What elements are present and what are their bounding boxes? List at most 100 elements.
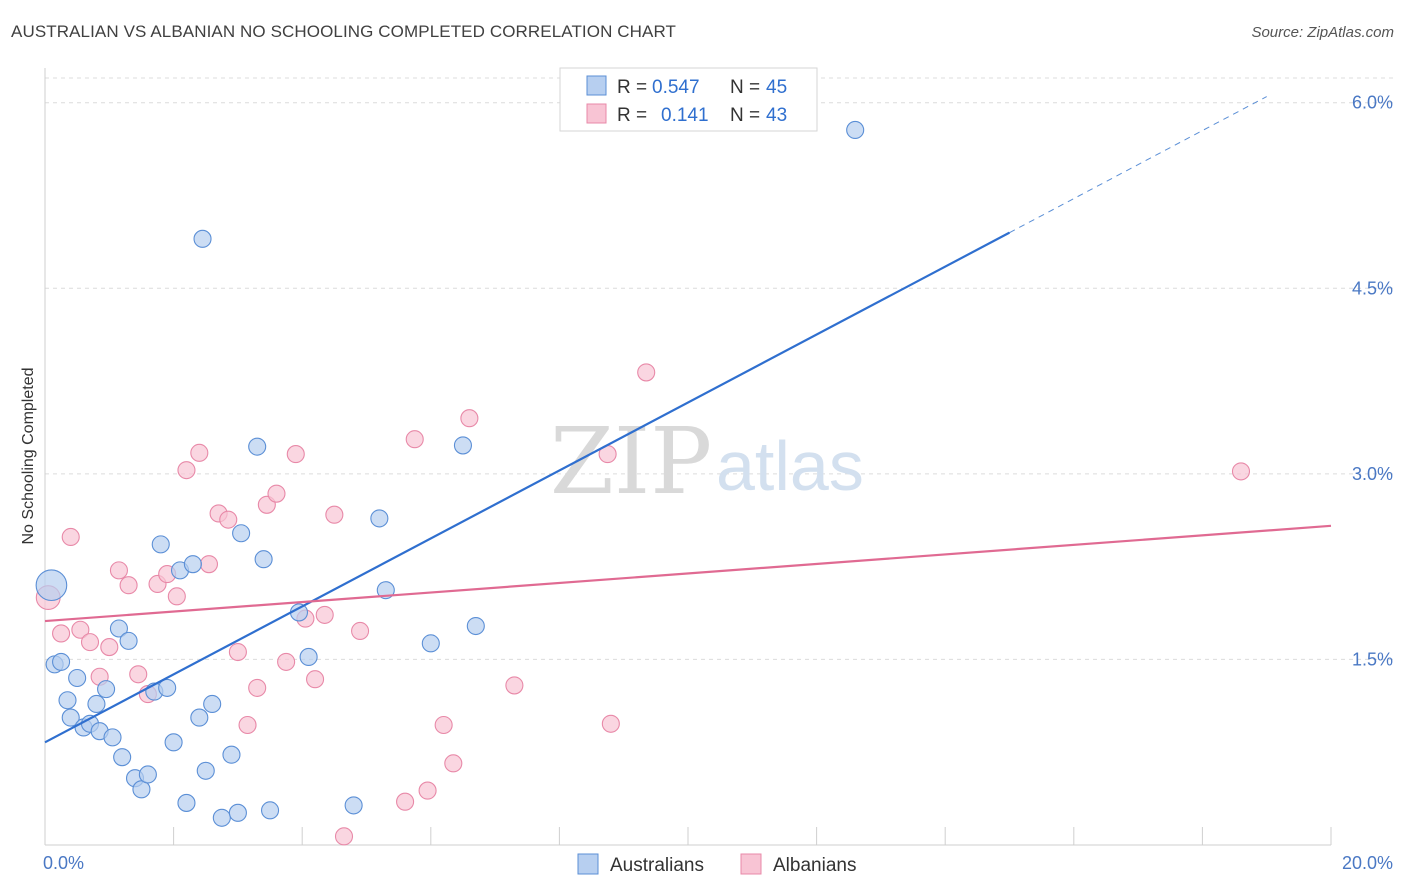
series-legend: Australians Albanians [577, 853, 856, 876]
australian-point [370, 509, 389, 528]
albanian-point [601, 714, 620, 733]
australian-point [344, 796, 363, 815]
albanian-point [286, 445, 305, 464]
y-tick-label: 6.0% [1352, 93, 1393, 113]
albanian-point [1231, 462, 1251, 481]
watermark-atlas: atlas [716, 427, 864, 505]
australian-point [97, 680, 116, 699]
australian-point [232, 524, 251, 543]
australian-point [151, 535, 170, 554]
albanian-point [396, 792, 415, 811]
source-label: Source: ZipAtlas.com [1251, 24, 1394, 41]
albanian-point [277, 652, 296, 671]
albanian-point [315, 605, 334, 624]
legend-swatch-albanians [740, 853, 762, 875]
legend-n-label: N = [730, 105, 760, 126]
albanian-point [460, 409, 479, 428]
australian-point [113, 748, 132, 767]
australian-point [177, 793, 196, 812]
australian-point [260, 801, 280, 820]
albanian-point [325, 505, 344, 524]
legend-r-value: 0.141 [661, 105, 709, 126]
australian-point [299, 647, 318, 667]
y-tick-label: 4.5% [1352, 278, 1393, 298]
australian-point [190, 708, 209, 727]
albanian-point [505, 676, 524, 695]
australians-trend-line [44, 231, 1011, 744]
albanian-point [238, 715, 257, 735]
australian-point [254, 550, 273, 569]
australian-point [196, 761, 215, 780]
albanian-point [190, 443, 209, 462]
correlation-legend: R = 0.547 N = 45 R = 0.141 N = 43 [559, 67, 818, 132]
australian-point [119, 631, 138, 650]
y-tick-labels: 1.5% 3.0% 4.5% 6.0% [1352, 93, 1393, 670]
australian-point [212, 808, 231, 827]
australian-point [183, 555, 202, 574]
australian-point [68, 668, 87, 688]
albanian-point [418, 781, 437, 800]
australian-point [35, 569, 68, 602]
australian-point [376, 581, 395, 600]
albanian-point [80, 633, 100, 652]
albanian-point [177, 461, 196, 480]
albanian-point [167, 587, 186, 606]
albanian-point [52, 624, 71, 643]
australian-point [466, 616, 485, 636]
albanian-point [71, 620, 90, 639]
australian-point [164, 733, 183, 752]
legend-n-value: 45 [766, 77, 787, 98]
australian-point [158, 678, 177, 697]
trend-lines [44, 96, 1332, 744]
australians-trend-extension [1009, 96, 1267, 234]
australian-point [421, 634, 440, 653]
chart-title: AUSTRALIAN VS ALBANIAN NO SCHOOLING COMP… [11, 22, 677, 41]
legend-r-value: 0.547 [652, 77, 700, 98]
data-points [35, 120, 1251, 846]
australian-point [203, 694, 222, 714]
legend-r-label: R = [617, 77, 647, 98]
legend-n-value: 43 [766, 105, 787, 126]
legend-n-label: N = [730, 77, 760, 98]
legend-label-australians: Australians [610, 855, 704, 876]
albanian-point [267, 484, 286, 503]
albanian-point [351, 621, 370, 641]
albanians-trend-line [44, 524, 1332, 623]
australian-point [52, 652, 71, 671]
albanian-point [129, 665, 148, 684]
albanian-point [109, 561, 128, 580]
australian-point [228, 803, 247, 822]
x-tick-label-min: 0.0% [43, 853, 84, 873]
australian-point [138, 765, 157, 784]
australian-point [109, 619, 128, 638]
albanian-point [100, 638, 119, 657]
albanian-point [199, 555, 219, 574]
legend-swatch-australians [586, 75, 607, 96]
albanian-point [306, 670, 325, 689]
x-tick-label-max: 20.0% [1342, 853, 1393, 873]
watermark: ZIP atlas [550, 408, 864, 515]
albanian-point [444, 754, 463, 773]
australian-point [58, 691, 77, 710]
australian-point [846, 120, 865, 140]
y-tick-label: 1.5% [1352, 649, 1393, 669]
albanian-point [119, 576, 138, 595]
albanian-point [637, 363, 656, 382]
australian-point [193, 229, 212, 248]
legend-label-albanians: Albanians [773, 855, 856, 876]
legend-swatch-australians [577, 853, 599, 875]
albanian-point [334, 827, 354, 846]
albanian-point [219, 510, 238, 529]
australian-point [103, 728, 122, 747]
albanian-point [248, 678, 267, 697]
legend-swatch-albanians [586, 103, 607, 124]
albanian-point [61, 527, 80, 547]
australian-point [222, 745, 241, 764]
australian-point [61, 708, 80, 727]
albanian-point [405, 430, 424, 449]
legend-r-label: R = [617, 105, 647, 126]
y-tick-label: 3.0% [1352, 464, 1393, 484]
australian-point [453, 436, 473, 455]
axes [44, 68, 1332, 846]
